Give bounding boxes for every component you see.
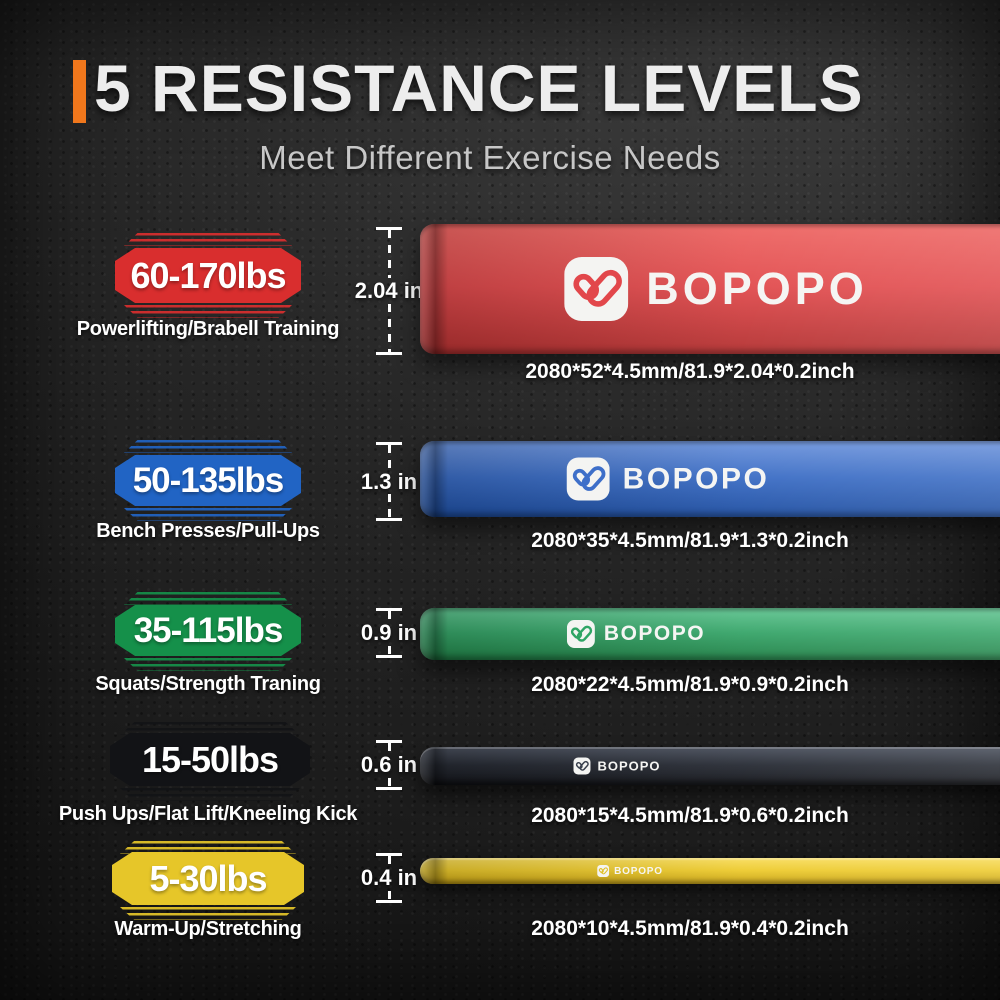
- measure-cap-top: [376, 227, 402, 230]
- resistance-band: BOPOPO: [420, 858, 1000, 884]
- weight-badge: 60-170lbs: [115, 248, 301, 303]
- width-value: 0.9 in: [360, 620, 418, 646]
- width-measure: 0.6 in: [357, 740, 421, 790]
- width-measure: 1.3 in: [357, 442, 421, 521]
- exercise-label: Bench Presses/Pull-Ups: [96, 520, 320, 542]
- band-fold: [420, 224, 448, 354]
- width-measure: 0.9 in: [357, 608, 421, 658]
- measure-dash-bottom: [387, 645, 391, 655]
- measure-cap-bottom: [376, 900, 402, 903]
- measure-cap-bottom: [376, 787, 402, 790]
- measure-dash-top: [387, 611, 391, 621]
- measure-cap-bottom: [376, 352, 402, 355]
- resistance-row-blue: 50-135lbs Bench Presses/Pull-Ups 1.3 in …: [0, 430, 1000, 560]
- badge-stripes-top: [120, 841, 296, 854]
- exercise-label: Squats/Strength Traning: [95, 673, 321, 695]
- measure-dash-bottom: [387, 494, 391, 518]
- resistance-band: BOPOPO: [420, 608, 1000, 660]
- page-title: 5 RESISTANCE LEVELS: [94, 51, 864, 125]
- band-fold: [420, 608, 448, 660]
- dimensions-label: 2080*52*4.5mm/81.9*2.04*0.2inch: [525, 360, 855, 383]
- band-fold: [420, 747, 448, 785]
- brand-logo: BOPOPO: [566, 620, 706, 648]
- resistance-row-red: 60-170lbs Powerlifting/Brabell Training …: [0, 210, 1000, 395]
- band-fold: [420, 858, 448, 884]
- weight-badge: 50-135lbs: [115, 455, 301, 506]
- measure-cap-top: [376, 608, 402, 611]
- heart-icon: [573, 757, 591, 775]
- exercise-label: Powerlifting/Brabell Training: [76, 318, 340, 340]
- heart-icon: [564, 257, 629, 321]
- width-measure: 0.4 in: [357, 853, 421, 903]
- measure-cap-bottom: [376, 518, 402, 521]
- brand-logo: BOPOPO: [564, 257, 868, 321]
- measure-cap-top: [376, 442, 402, 445]
- weight-range-label: 5-30lbs: [149, 857, 267, 899]
- badge-stripes-bottom: [124, 305, 292, 318]
- measure-cap-top: [376, 740, 402, 743]
- brand-name: BOPOPO: [614, 865, 663, 877]
- weight-range-label: 50-135lbs: [132, 460, 284, 500]
- badge-stripes-top: [124, 592, 292, 605]
- width-measure: 2.04 in: [354, 227, 424, 355]
- measure-cap-bottom: [376, 655, 402, 658]
- resistance-band: BOPOPO: [420, 441, 1000, 517]
- resistance-band: BOPOPO: [420, 224, 1000, 354]
- brand-logo: BOPOPO: [566, 457, 770, 501]
- width-value: 0.4 in: [360, 865, 418, 891]
- badge-stripes-top: [120, 722, 300, 735]
- accent-bar: [73, 60, 86, 123]
- badge-stripes-bottom: [120, 788, 300, 801]
- weight-range-label: 15-50lbs: [141, 738, 279, 780]
- dimensions-label: 2080*22*4.5mm/81.9*0.9*0.2inch: [531, 673, 849, 696]
- measure-dash-bottom: [387, 777, 391, 787]
- measure-dash-top: [387, 743, 391, 753]
- brand-name: BOPOPO: [622, 462, 770, 495]
- measure-dash-bottom: [387, 890, 391, 900]
- dimensions-label: 2080*35*4.5mm/81.9*1.3*0.2inch: [531, 529, 849, 552]
- heart-icon: [597, 865, 610, 877]
- exercise-label: Warm-Up/Stretching: [114, 918, 302, 940]
- width-value: 2.04 in: [354, 278, 424, 304]
- badge-stripes-top: [124, 440, 292, 453]
- badge-stripes-bottom: [120, 907, 296, 920]
- brand-name: BOPOPO: [603, 622, 706, 645]
- brand-logo: BOPOPO: [597, 865, 663, 877]
- weight-range-label: 60-170lbs: [130, 254, 286, 296]
- resistance-band: BOPOPO: [420, 747, 1000, 785]
- resistance-row-green: 35-115lbs Squats/Strength Traning 0.9 in…: [0, 592, 1000, 700]
- heart-icon: [566, 457, 610, 501]
- exercise-label: Push Ups/Flat Lift/Kneeling Kick: [58, 803, 358, 825]
- weight-badge: 35-115lbs: [115, 605, 301, 656]
- weight-badge: 5-30lbs: [112, 852, 304, 905]
- badge-stripes-top: [124, 233, 292, 246]
- measure-dash-top: [387, 445, 391, 469]
- weight-range-label: 35-115lbs: [133, 610, 283, 650]
- badge-stripes-bottom: [124, 508, 292, 521]
- badge-stripes-bottom: [124, 658, 292, 671]
- measure-dash-bottom: [387, 303, 391, 352]
- page-subtitle: Meet Different Exercise Needs: [259, 139, 721, 176]
- band-fold: [420, 441, 448, 517]
- measure-dash-top: [387, 230, 391, 279]
- measure-cap-top: [376, 853, 402, 856]
- brand-logo: BOPOPO: [573, 757, 661, 775]
- brand-name: BOPOPO: [597, 758, 661, 774]
- heart-icon: [566, 620, 595, 648]
- dimensions-label: 2080*15*4.5mm/81.9*0.6*0.2inch: [531, 804, 849, 827]
- resistance-row-black: 15-50lbs Push Ups/Flat Lift/Kneeling Kic…: [0, 722, 1000, 835]
- resistance-row-yellow: 5-30lbs Warm-Up/Stretching 0.4 in BOPOPO…: [0, 840, 1000, 955]
- width-value: 0.6 in: [360, 752, 418, 778]
- dimensions-label: 2080*10*4.5mm/81.9*0.4*0.2inch: [531, 917, 849, 940]
- width-value: 1.3 in: [360, 468, 418, 494]
- measure-dash-top: [387, 856, 391, 866]
- weight-badge: 15-50lbs: [110, 733, 310, 786]
- brand-name: BOPOPO: [646, 263, 868, 314]
